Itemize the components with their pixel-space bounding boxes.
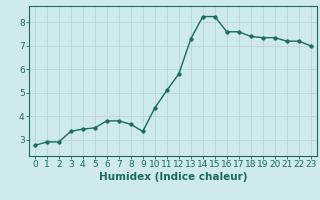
- X-axis label: Humidex (Indice chaleur): Humidex (Indice chaleur): [99, 172, 247, 182]
